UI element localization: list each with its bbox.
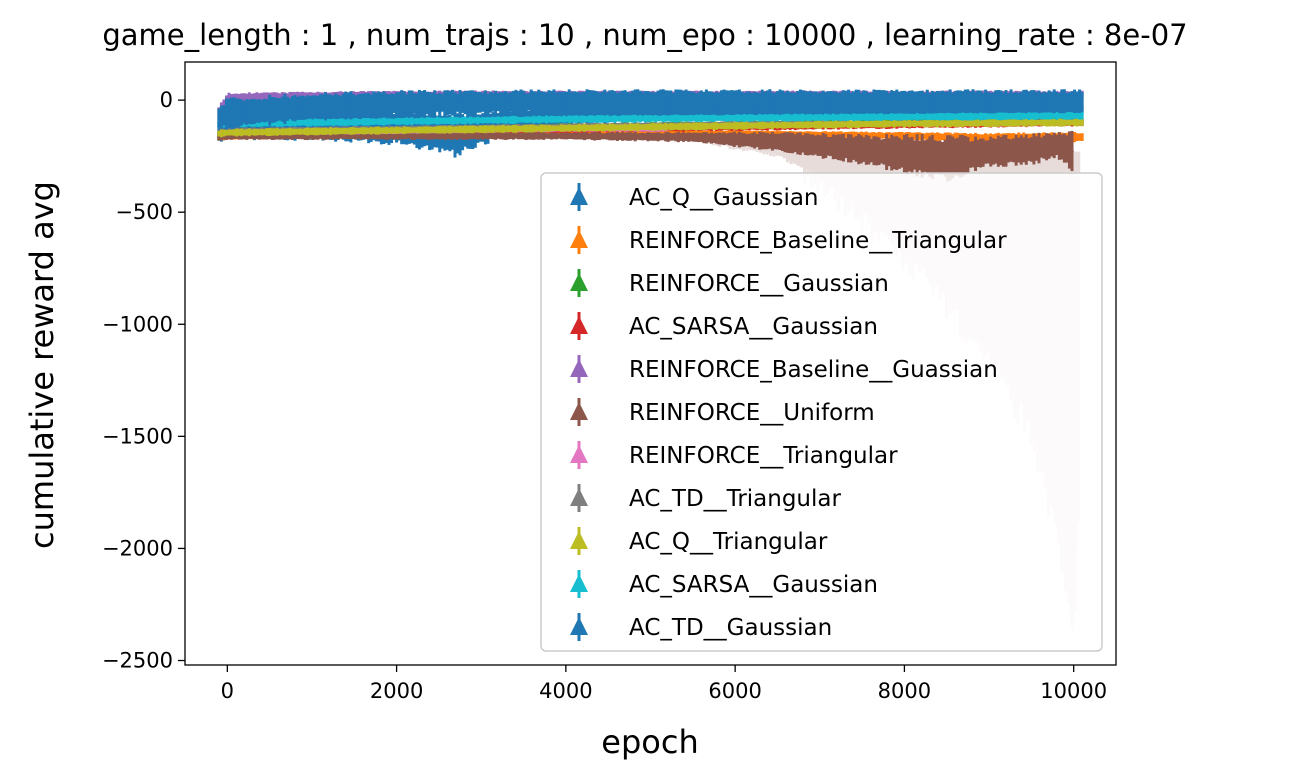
legend-label: AC_SARSA__Gaussian [629,572,878,598]
legend-label: AC_TD__Gaussian [629,615,832,641]
y-tick-label: −2500 [102,649,173,673]
x-tick-label: 2000 [370,679,423,703]
legend-label: AC_SARSA__Gaussian [629,314,878,340]
y-tick-label: 0 [160,88,173,112]
legend-item: AC_TD__Gaussian [570,613,832,641]
legend-marker-icon [570,273,588,291]
series-line [218,121,1083,135]
x-axis-label: epoch [601,723,698,761]
legend-item: AC_SARSA__Gaussian [570,312,878,340]
legend-item: REINFORCE__Gaussian [570,269,889,297]
legend-marker-icon [570,359,588,377]
legend-box [540,172,1103,652]
x-tick-label: 8000 [878,679,931,703]
legend-marker-icon [570,230,588,248]
series-8 [217,118,1084,138]
series-10 [217,89,1084,130]
y-tick-label: −1500 [102,424,173,448]
legend-item: REINFORCE__Triangular [570,441,898,469]
legend-label: REINFORCE__Gaussian [629,271,889,297]
y-tick-label: −2000 [102,536,173,560]
x-tick-label: 4000 [539,679,592,703]
x-tick-label: 6000 [708,679,761,703]
y-axis: 0 −500 −1000 −1500 −2000 −2500 [102,88,185,673]
legend-marker-icon [570,402,588,420]
series-5 [217,130,1075,182]
legend-label: REINFORCE__Triangular [629,443,898,469]
y-tick-label: −500 [115,200,173,224]
series-layer [217,89,1084,182]
plot-area-frame [184,61,1117,666]
legend-marker-icon [570,617,588,635]
legend: AC_Q__Gaussian REINFORCE_Baseline__Triang… [540,172,1103,652]
legend-item: AC_Q__Gaussian [570,183,819,211]
y-axis-label: cumulative reward avg [23,181,61,549]
legend-item: AC_TD__Triangular [570,484,841,512]
legend-label: REINFORCE_Baseline__Guassian [629,357,998,383]
legend-marker-icon [570,316,588,334]
chart-title: game_length : 1 , num_trajs : 10 , num_e… [102,18,1187,52]
legend-marker-icon [570,445,588,463]
x-tick-label: 10000 [1040,679,1107,703]
legend-item: REINFORCE_Baseline__Triangular [570,226,1007,254]
legend-marker-icon [570,531,588,549]
x-tick-label: 0 [221,679,234,703]
legend-label: AC_Q__Triangular [629,529,828,555]
legend-label: AC_Q__Gaussian [629,185,819,211]
series-line [218,134,1075,160]
legend-label: REINFORCE__Uniform [629,400,875,426]
legend-label: REINFORCE_Baseline__Triangular [629,228,1007,254]
legend-item: AC_Q__Triangular [570,527,828,555]
legend-item: AC_SARSA__Gaussian [570,570,878,598]
legend-label: AC_TD__Triangular [629,486,841,512]
series-line [218,100,1083,119]
x-axis: 0 2000 4000 6000 8000 10000 [221,665,1107,703]
legend-marker-icon [570,187,588,205]
y-tick-label: −1000 [102,312,173,336]
legend-item: REINFORCE__Uniform [570,398,875,426]
legend-marker-icon [570,488,588,506]
legend-marker-icon [570,574,588,592]
legend-item: REINFORCE_Baseline__Guassian [570,355,998,383]
